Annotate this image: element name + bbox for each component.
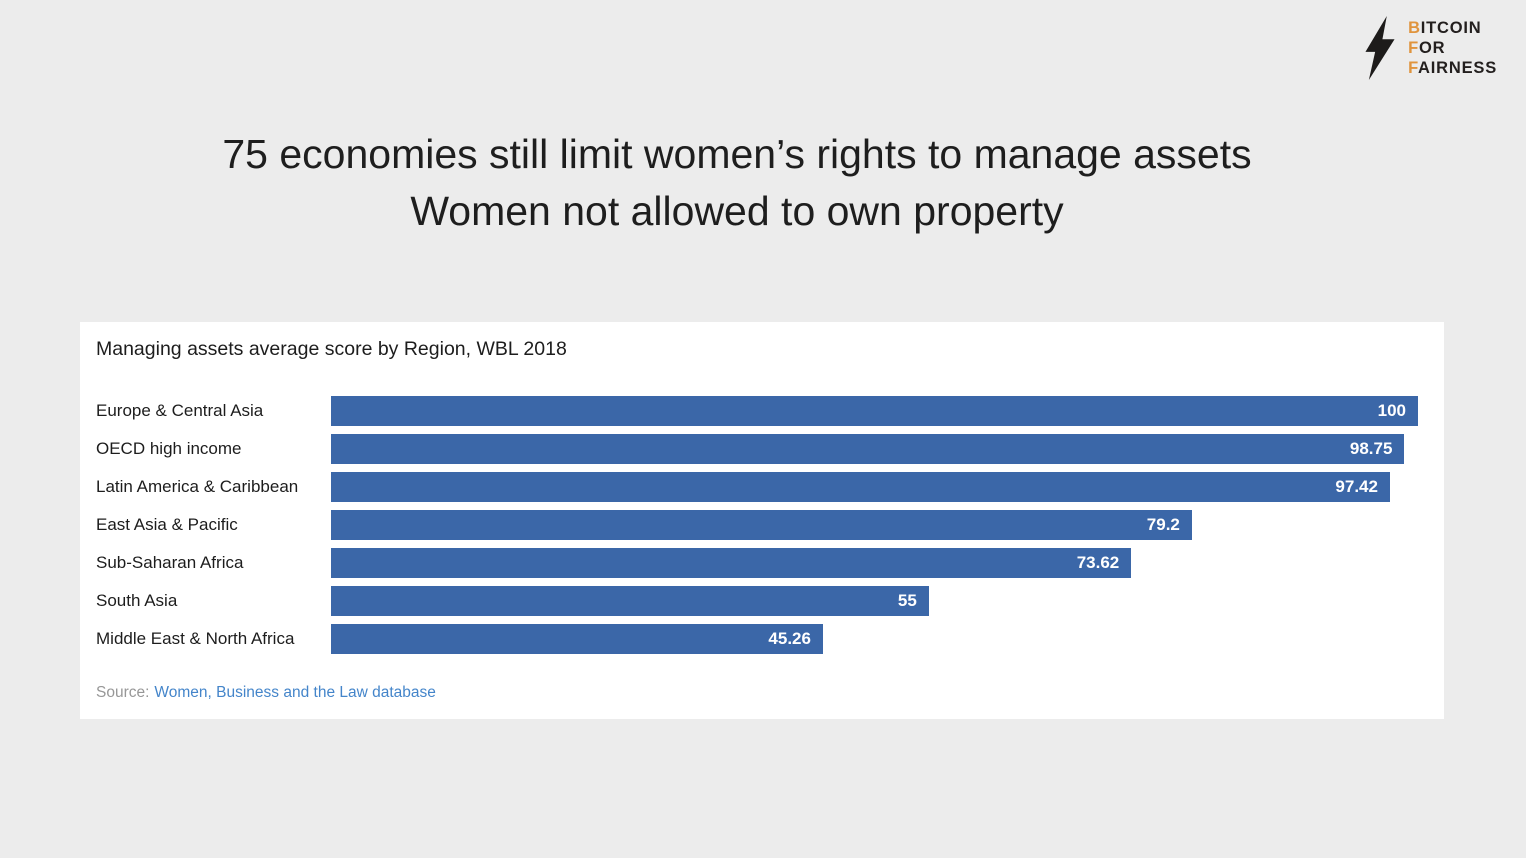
source-line: Source: Women, Business and the Law datab… xyxy=(96,684,436,702)
bar: 98.75 xyxy=(331,434,1405,464)
bar-track: 55 xyxy=(331,586,1418,616)
bitcoin-for-fairness-logo: BITCOIN FOR FAIRNESS xyxy=(1361,16,1497,80)
bar-track: 73.62 xyxy=(331,548,1418,578)
bar-value-label: 79.2 xyxy=(1146,515,1180,534)
page-title: 75 economies still limit women’s rights … xyxy=(0,126,1474,240)
page-title-line-1: 75 economies still limit women’s rights … xyxy=(222,131,1252,177)
chart-row: Sub-Saharan Africa 73.62 xyxy=(80,544,1444,582)
logo-text: BITCOIN FOR FAIRNESS xyxy=(1408,18,1497,78)
bar: 97.42 xyxy=(331,472,1390,502)
chart-title: Managing assets average score by Region,… xyxy=(96,338,567,360)
chart-card: Managing assets average score by Region,… xyxy=(80,322,1444,719)
page-title-line-2: Women not allowed to own property xyxy=(410,188,1064,234)
bar-value-label: 45.26 xyxy=(768,629,811,648)
bar-track: 79.2 xyxy=(331,510,1418,540)
lightning-bolt-icon xyxy=(1365,16,1395,80)
category-label: East Asia & Pacific xyxy=(96,515,238,534)
source-prefix: Source: xyxy=(96,684,150,701)
chart-row: South Asia 55 xyxy=(80,582,1444,620)
bar-track: 98.75 xyxy=(331,434,1418,464)
bar-value-label: 73.62 xyxy=(1076,553,1120,572)
bar-track: 97.42 xyxy=(331,472,1418,502)
logo-line-bitcoin: BITCOIN xyxy=(1408,19,1482,37)
bar: 73.62 xyxy=(331,548,1132,578)
bar: 79.2 xyxy=(331,510,1192,540)
bar-track: 45.26 xyxy=(331,624,1418,654)
chart-row: East Asia & Pacific 79.2 xyxy=(80,506,1444,544)
category-label: OECD high income xyxy=(96,439,242,458)
bar: 55 xyxy=(331,586,929,616)
chart-row: Middle East & North Africa 45.26 xyxy=(80,620,1444,658)
chart-row: OECD high income 98.75 xyxy=(80,430,1444,468)
category-label: Middle East & North Africa xyxy=(96,629,295,648)
source-link[interactable]: Women, Business and the Law database xyxy=(154,684,436,701)
bar-track: 100 xyxy=(331,396,1418,426)
logo-line-for: FOR xyxy=(1408,39,1446,57)
bar-value-label: 98.75 xyxy=(1349,439,1393,458)
bar-value-label: 100 xyxy=(1377,401,1406,420)
chart-row: Europe & Central Asia 100 xyxy=(80,392,1444,430)
logo-line-fairness: FAIRNESS xyxy=(1408,59,1497,77)
bar: 100 xyxy=(331,396,1418,426)
bar: 45.26 xyxy=(331,624,823,654)
category-label: Europe & Central Asia xyxy=(96,401,264,420)
bar-value-label: 97.42 xyxy=(1335,477,1378,496)
chart-row: Latin America & Caribbean 97.42 xyxy=(80,468,1444,506)
category-label: Sub-Saharan Africa xyxy=(96,553,244,572)
chart-rows: Europe & Central Asia 100 OECD high income… xyxy=(80,392,1444,658)
bar-value-label: 55 xyxy=(897,591,917,610)
category-label: Latin America & Caribbean xyxy=(96,477,299,496)
category-label: South Asia xyxy=(96,591,178,610)
